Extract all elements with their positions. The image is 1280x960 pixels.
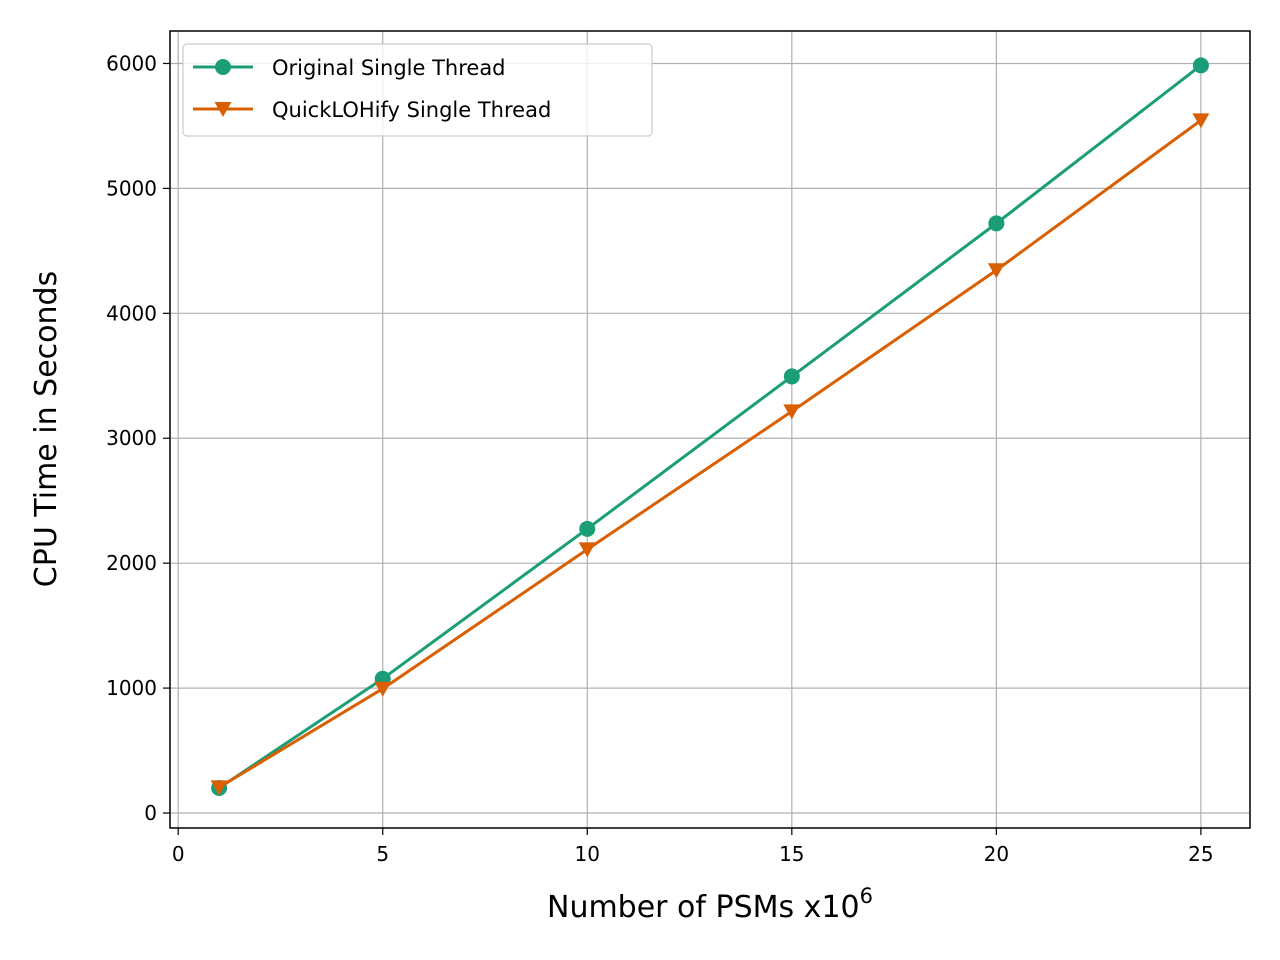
data-point: [1192, 113, 1210, 129]
grid: [170, 31, 1250, 828]
x-tick-label: 5: [376, 842, 389, 866]
x-axis-title: Number of PSMs x106: [547, 884, 873, 925]
x-tick-label: 10: [575, 842, 600, 866]
legend-box: [182, 43, 653, 137]
y-tick-label: 0: [144, 801, 157, 825]
data-point: [1192, 57, 1209, 74]
y-tick-label: 2000: [106, 551, 157, 575]
series-2: [210, 113, 1210, 796]
data-point: [210, 780, 228, 796]
y-tick-label: 3000: [106, 426, 157, 450]
ticks: 0 5 10 15 20 25 0 1000 2000 3000 4000 5000 6000: [106, 51, 1214, 866]
data-point: [783, 404, 801, 420]
y-axis-title: CPU Time in Seconds: [29, 271, 64, 587]
data-point: [987, 263, 1005, 279]
y-tick-label: 4000: [106, 301, 157, 325]
legend-label: QuickLOHify Single Thread: [272, 98, 551, 122]
legend-entry-1: Original Single Thread: [193, 56, 506, 80]
data-point: [578, 542, 596, 558]
legend-entry-2: QuickLOHify Single Thread: [193, 98, 551, 122]
data-point: [783, 368, 800, 385]
series-layer: [210, 57, 1210, 797]
data-point: [579, 520, 596, 537]
series-line: [218, 119, 1202, 789]
x-tick-label: 15: [779, 842, 804, 866]
x-tick-label: 25: [1188, 842, 1213, 866]
series-line: [218, 64, 1202, 790]
plot-frame: [169, 30, 1251, 829]
x-tick-label: 0: [172, 842, 185, 866]
x-tick-label: 20: [984, 842, 1009, 866]
y-tick-label: 6000: [106, 51, 157, 75]
legend-marker: [215, 59, 231, 75]
legend-label: Original Single Thread: [272, 56, 506, 80]
legend: Original Single Thread QuickLOHify Single…: [182, 43, 653, 137]
x-axis-title-superscript: 6: [860, 884, 873, 908]
y-tick-label: 5000: [106, 176, 157, 200]
series-1: [211, 57, 1209, 797]
legend-marker: [214, 102, 232, 117]
data-point: [374, 681, 392, 697]
y-tick-label: 1000: [106, 676, 157, 700]
data-point: [988, 215, 1005, 232]
